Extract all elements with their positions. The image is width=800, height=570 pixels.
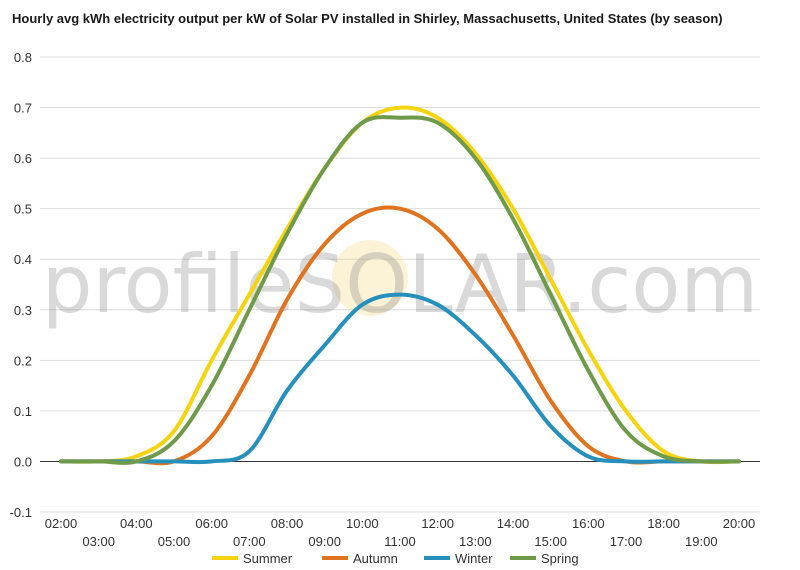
y-tick-label: 0.4 bbox=[14, 252, 32, 267]
y-tick-label: 0.0 bbox=[14, 454, 32, 469]
x-axis: 02:00 03:00 04:00 05:00 06:00 07:00 08:00 09:00… bbox=[45, 516, 756, 549]
y-tick-label: -0.1 bbox=[10, 505, 32, 520]
x-tick-label: 13:00 bbox=[459, 534, 492, 549]
x-tick-label: 07:00 bbox=[233, 534, 266, 549]
y-axis: -0.1 0.0 0.1 0.2 0.3 0.4 0.5 0.6 0.7 0.8 bbox=[10, 50, 32, 520]
x-tick-label: 19:00 bbox=[685, 534, 718, 549]
y-tick-label: 0.7 bbox=[14, 101, 32, 116]
x-tick-label: 06:00 bbox=[195, 516, 228, 531]
x-tick-label: 14:00 bbox=[497, 516, 530, 531]
x-tick-label: 15:00 bbox=[534, 534, 567, 549]
y-tick-label: 0.8 bbox=[14, 50, 32, 65]
watermark: profileSOLAR.com bbox=[42, 238, 759, 331]
series-line-spring bbox=[59, 115, 741, 465]
legend-label-autumn: Autumn bbox=[353, 551, 398, 566]
legend-label-summer: Summer bbox=[243, 551, 293, 566]
legend-label-spring: Spring bbox=[541, 551, 579, 566]
series-lines bbox=[59, 105, 741, 466]
x-tick-label: 16:00 bbox=[572, 516, 605, 531]
series-line-winter bbox=[59, 292, 741, 465]
legend-label-winter: Winter bbox=[455, 551, 493, 566]
x-tick-label: 04:00 bbox=[120, 516, 153, 531]
legend: Summer Autumn Winter Spring bbox=[212, 551, 579, 566]
x-tick-label: 18:00 bbox=[647, 516, 680, 531]
y-tick-label: 0.5 bbox=[14, 202, 32, 217]
x-tick-label: 02:00 bbox=[45, 516, 78, 531]
x-tick-label: 20:00 bbox=[723, 516, 756, 531]
x-tick-label: 03:00 bbox=[82, 534, 115, 549]
x-tick-label: 08:00 bbox=[271, 516, 304, 531]
x-tick-label: 17:00 bbox=[610, 534, 643, 549]
series-line-summer bbox=[59, 105, 741, 465]
y-tick-label: 0.2 bbox=[14, 353, 32, 368]
chart-title: Hourly avg kWh electricity output per kW… bbox=[12, 11, 723, 26]
x-tick-label: 12:00 bbox=[421, 516, 454, 531]
x-tick-label: 10:00 bbox=[346, 516, 379, 531]
y-tick-label: 0.3 bbox=[14, 303, 32, 318]
y-tick-label: 0.1 bbox=[14, 404, 32, 419]
y-tick-label: 0.6 bbox=[14, 151, 32, 166]
x-tick-label: 05:00 bbox=[158, 534, 191, 549]
x-tick-label: 09:00 bbox=[308, 534, 341, 549]
x-tick-label: 11:00 bbox=[384, 534, 416, 549]
